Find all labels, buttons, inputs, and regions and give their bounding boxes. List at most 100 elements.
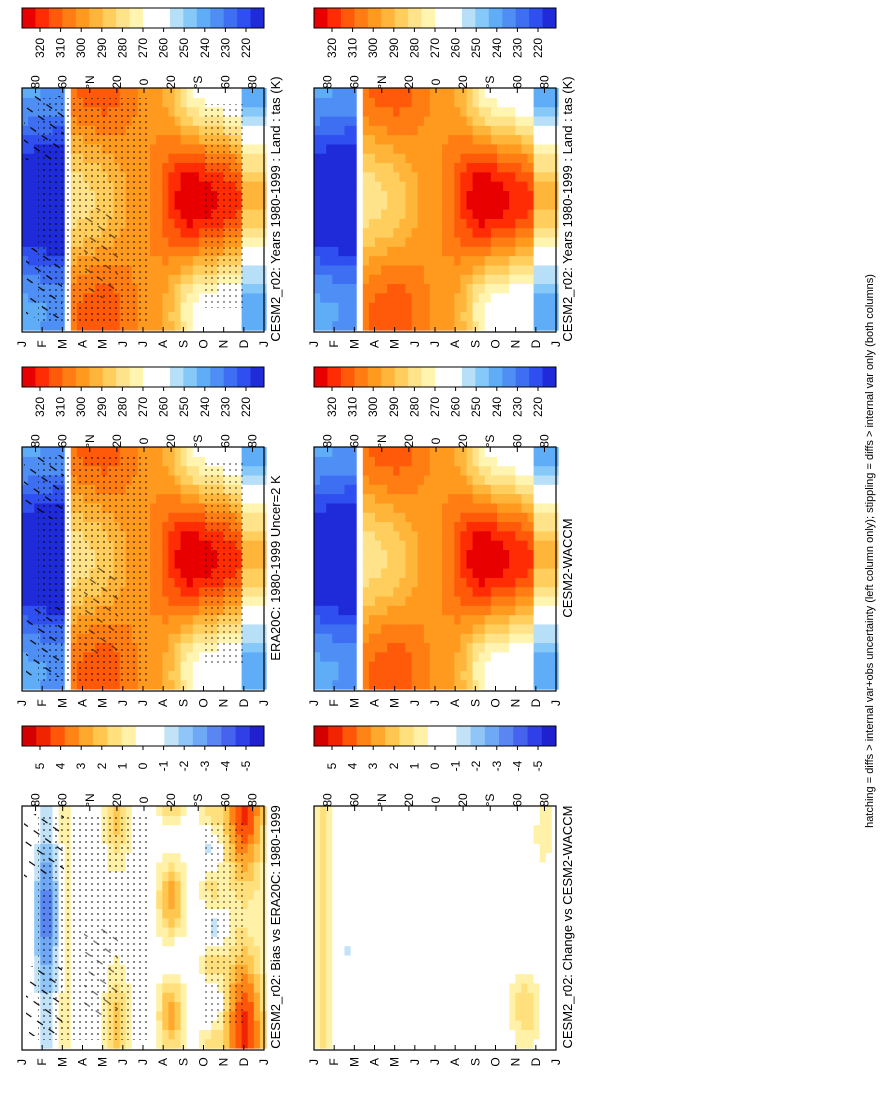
field-cell [126, 1039, 133, 1049]
field-cell [412, 670, 419, 680]
field-cell [528, 200, 535, 210]
field-cell [162, 964, 169, 974]
field-cell [363, 209, 370, 219]
field-cell [236, 680, 243, 690]
field-cell [332, 475, 339, 485]
field-cell [260, 587, 267, 597]
field-cell [515, 246, 522, 256]
field-cell [454, 107, 461, 117]
field-cell [546, 246, 553, 256]
field-cell [260, 88, 267, 98]
colorbar-swatch [49, 8, 63, 28]
field-cell [345, 633, 352, 643]
field-cell [375, 475, 382, 485]
field-cell [521, 559, 528, 569]
field-cell [485, 512, 492, 522]
field-cell [521, 293, 528, 303]
field-cell [320, 540, 327, 550]
field-cell [254, 209, 261, 219]
field-cell [175, 633, 182, 643]
field-cell [22, 587, 29, 597]
field-cell [363, 661, 370, 671]
field-cell [509, 246, 516, 256]
field-cell [28, 596, 35, 606]
field-cell [473, 615, 480, 625]
field-cell [193, 209, 200, 219]
field-cell [460, 661, 467, 671]
field-cell [369, 256, 376, 266]
field-cell [485, 633, 492, 643]
field-cell [503, 274, 510, 284]
field-cell [442, 135, 449, 145]
field-cell [528, 680, 535, 690]
field-cell [95, 680, 102, 690]
field-cell [28, 172, 35, 182]
field-cell [338, 209, 345, 219]
field-cell [320, 107, 327, 117]
field-cell [181, 293, 188, 303]
field-cell [363, 587, 370, 597]
field-cell [363, 256, 370, 266]
field-cell [363, 321, 370, 331]
field-cell [150, 1039, 157, 1049]
field-cell [181, 311, 188, 321]
field-cell [485, 568, 492, 578]
field-cell [491, 107, 498, 117]
field-cell [260, 125, 267, 135]
field-cell [460, 162, 467, 172]
field-cell [424, 661, 431, 671]
field-cell [381, 107, 388, 117]
field-cell [351, 633, 358, 643]
field-cell [254, 107, 261, 117]
field-cell [132, 1039, 139, 1049]
field-cell [467, 540, 474, 550]
field-cell [375, 633, 382, 643]
colorbar-label: 270 [136, 397, 150, 417]
field-cell [248, 992, 255, 1002]
field-cell [314, 521, 321, 531]
panel-field [314, 447, 559, 690]
field-cell [181, 587, 188, 597]
field-cell [460, 670, 467, 680]
field-cell [552, 200, 559, 210]
field-cell [326, 559, 333, 569]
field-cell [430, 475, 437, 485]
field-cell [381, 605, 388, 615]
field-cell [418, 540, 425, 550]
field-cell [28, 680, 35, 690]
field-cell [332, 209, 339, 219]
field-cell [345, 475, 352, 485]
field-cell [473, 302, 480, 312]
field-cell [473, 466, 480, 476]
field-cell [387, 237, 394, 247]
field-cell [430, 466, 437, 476]
field-cell [473, 624, 480, 634]
field-cell [375, 311, 382, 321]
field-cell [448, 587, 455, 597]
field-cell [357, 661, 364, 671]
field-cell [320, 116, 327, 126]
field-cell [193, 615, 200, 625]
field-cell [248, 559, 255, 569]
field-cell [162, 642, 169, 652]
field-cell [375, 116, 382, 126]
field-cell [345, 484, 352, 494]
field-cell [53, 680, 60, 690]
field-cell [156, 172, 163, 182]
field-cell [248, 946, 255, 956]
field-cell [326, 521, 333, 531]
field-cell [412, 503, 419, 513]
field-cell [515, 200, 522, 210]
field-cell [181, 983, 188, 993]
colorbar-label: 290 [387, 397, 401, 417]
month-label: S [176, 699, 190, 707]
field-cell [260, 237, 267, 247]
field-cell [509, 624, 516, 634]
field-cell [534, 624, 541, 634]
field-cell [430, 559, 437, 569]
field-cell [442, 624, 449, 634]
field-cell [375, 494, 382, 504]
field-cell [156, 1029, 163, 1039]
field-cell [497, 190, 504, 200]
field-cell [260, 615, 267, 625]
